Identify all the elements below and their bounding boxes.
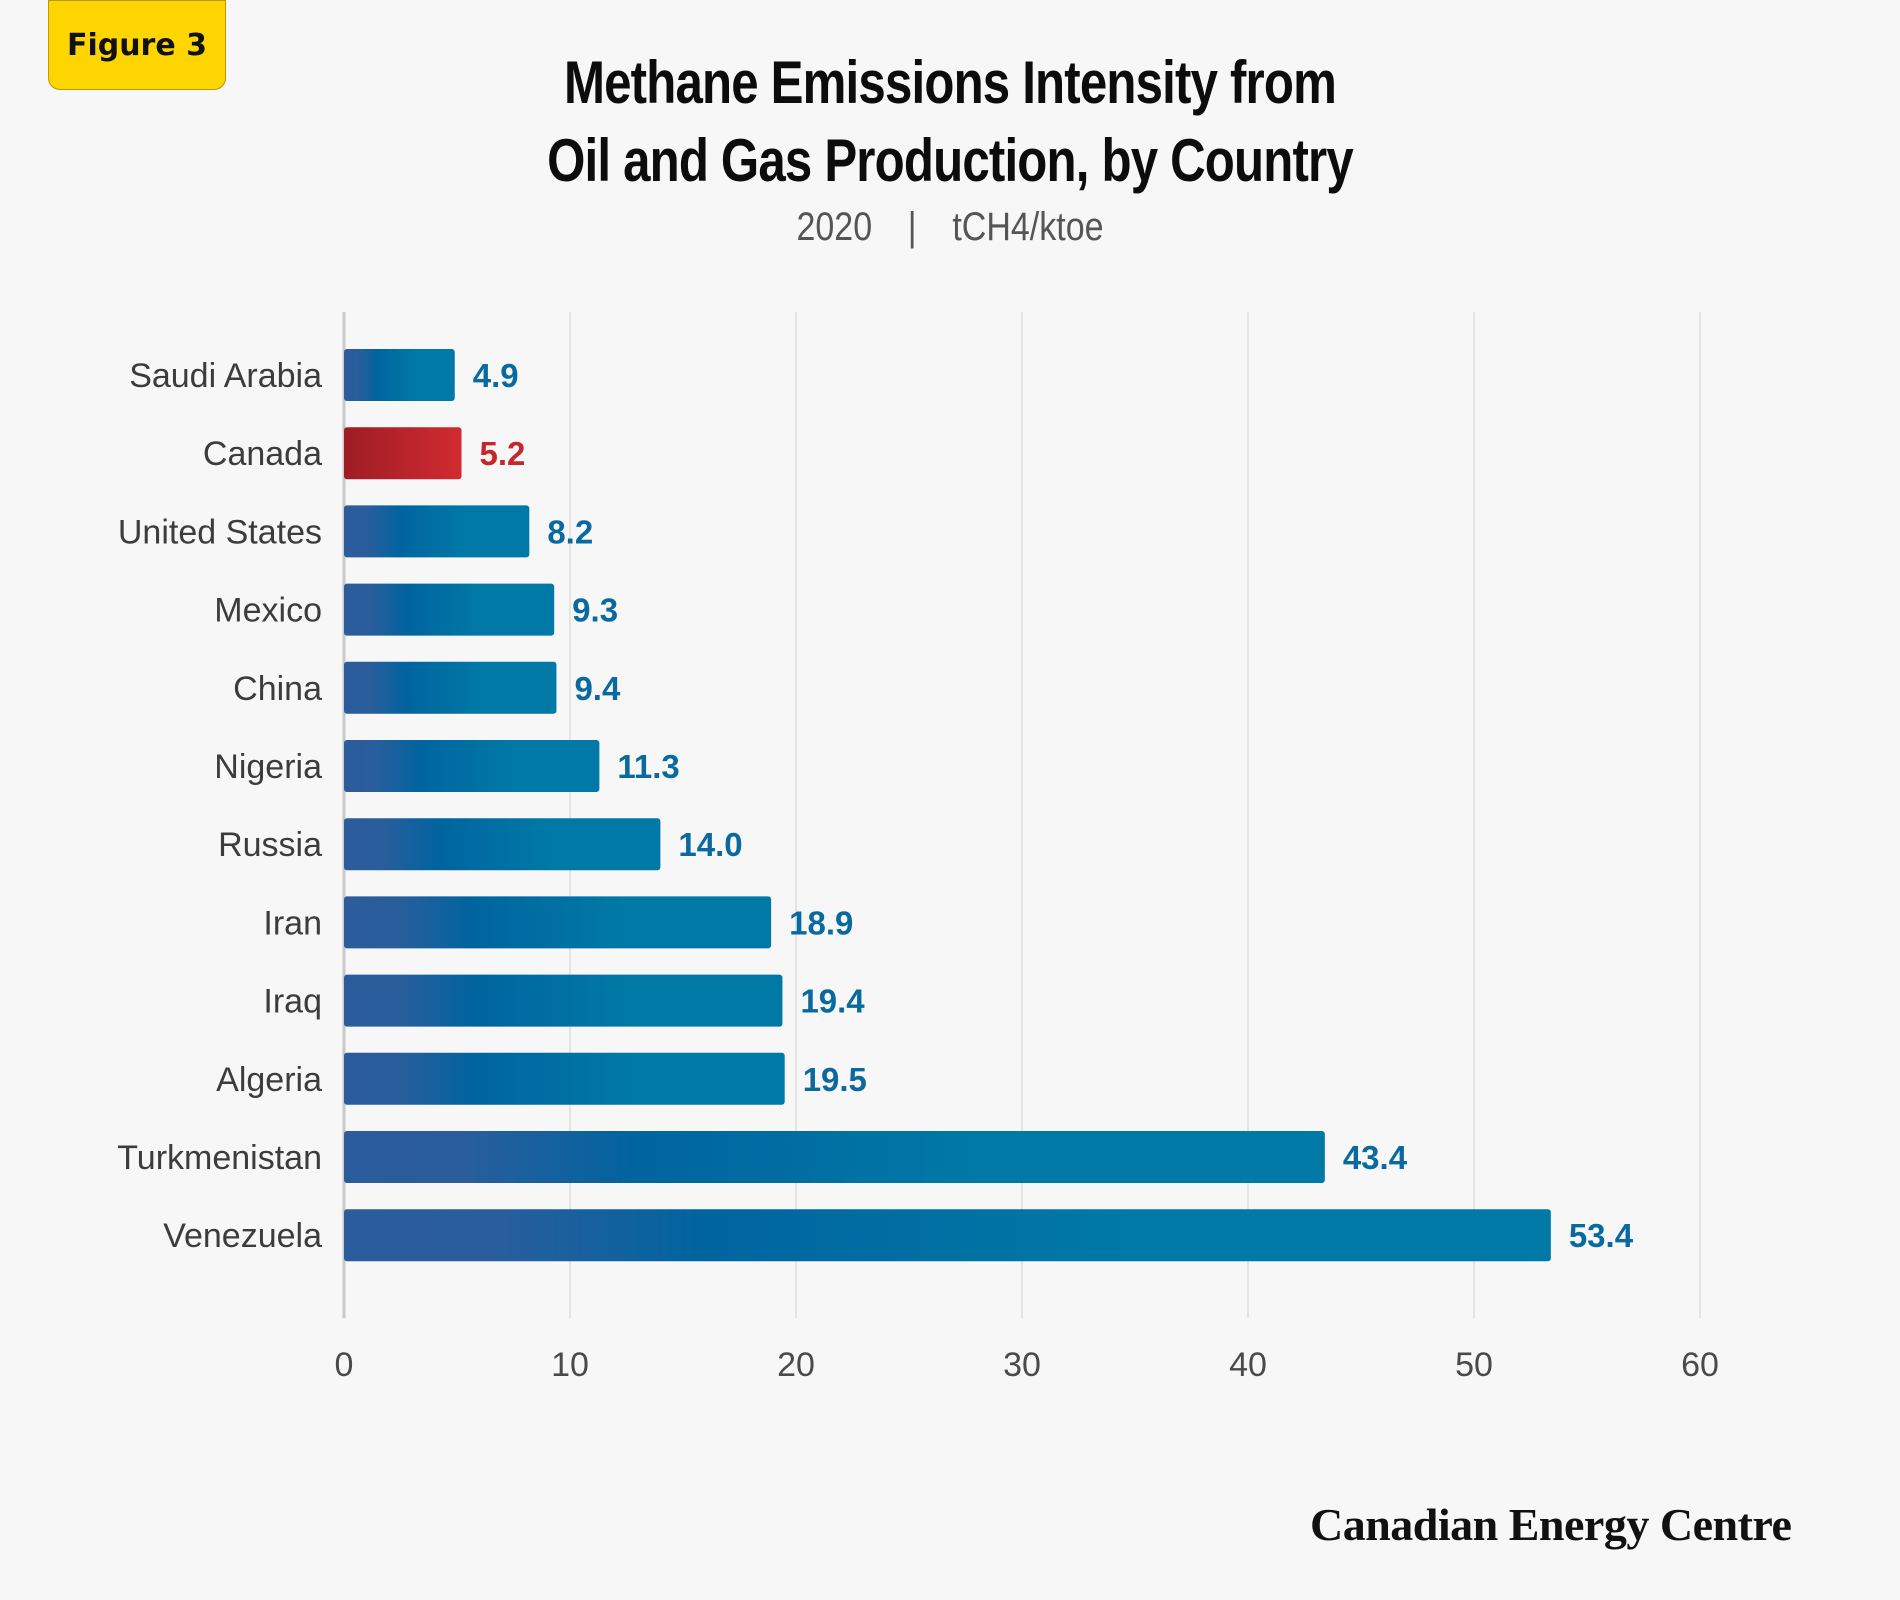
category-label: Turkmenistan (117, 1139, 322, 1177)
x-tick-label: 60 (1681, 1346, 1719, 1384)
value-labels: 4.9 5.2 8.2 9.3 9.4 11.3 14.0 18.9 19.4 19.5 43.4 5… (473, 357, 1634, 1254)
bar-turkmenistan (344, 1131, 1325, 1183)
category-label: Venezuela (163, 1217, 322, 1255)
value-label: 14.0 (678, 826, 742, 863)
category-labels: Saudi Arabia Canada United States Mexico Chi… (117, 357, 322, 1255)
category-label: Nigeria (214, 748, 322, 786)
value-label: 19.4 (800, 983, 865, 1020)
bar-russia (344, 818, 661, 871)
bar-canada (344, 427, 462, 480)
value-label: 43.4 (1343, 1139, 1408, 1176)
value-label: 19.5 (803, 1061, 867, 1098)
value-label: 4.9 (473, 357, 519, 394)
bar-china (344, 661, 557, 714)
x-tick-label: 10 (551, 1346, 589, 1384)
x-tick-label: 30 (1003, 1346, 1041, 1384)
subtitle-separator: | (907, 205, 917, 249)
chart-subtitle: 2020 | tCH4/ktoe (143, 205, 1758, 250)
x-tick-label: 50 (1455, 1346, 1493, 1384)
bar-iran (344, 896, 772, 949)
x-tick-label: 0 (335, 1346, 354, 1384)
bar-saudi-arabia (344, 349, 455, 401)
subtitle-unit: tCH4/ktoe (952, 205, 1104, 249)
bar-mexico (344, 583, 555, 636)
value-label: 8.2 (547, 513, 593, 550)
category-label: Saudi Arabia (129, 357, 322, 395)
category-label: Iraq (263, 983, 322, 1021)
bars (344, 349, 1551, 1262)
bar-united-states (344, 505, 530, 558)
category-label: Mexico (214, 592, 322, 630)
chart-title-line1: Methane Emissions Intensity from (563, 49, 1337, 116)
x-tick-label: 40 (1229, 1346, 1267, 1384)
value-label: 53.4 (1569, 1217, 1634, 1254)
x-tick-label: 20 (777, 1346, 815, 1384)
category-label: United States (118, 513, 322, 551)
bar-nigeria (344, 740, 600, 792)
category-label: Russia (218, 826, 322, 864)
figure-badge: Figure 3 (48, 0, 226, 90)
category-label: Canada (203, 435, 322, 473)
value-label: 11.3 (617, 748, 679, 785)
category-label: China (233, 670, 322, 708)
value-label: 5.2 (480, 435, 526, 472)
category-label: Iran (263, 904, 322, 942)
value-label: 9.3 (572, 592, 618, 629)
chart-title: Methane Emissions Intensity from Oil and… (171, 44, 1729, 200)
bar-algeria (344, 1052, 785, 1105)
brand-logo-text: Canadian Energy Centre (1310, 1499, 1792, 1550)
category-label: Algeria (216, 1061, 322, 1099)
value-label: 18.9 (789, 904, 853, 941)
subtitle-year: 2020 (796, 205, 873, 249)
bar-iraq (344, 974, 783, 1027)
value-label: 9.4 (574, 670, 621, 707)
bar-venezuela (344, 1209, 1551, 1262)
chart-title-line2: Oil and Gas Production, by Country (547, 127, 1354, 194)
x-axis-ticks: 0 10 20 30 40 50 60 (335, 1346, 1719, 1384)
